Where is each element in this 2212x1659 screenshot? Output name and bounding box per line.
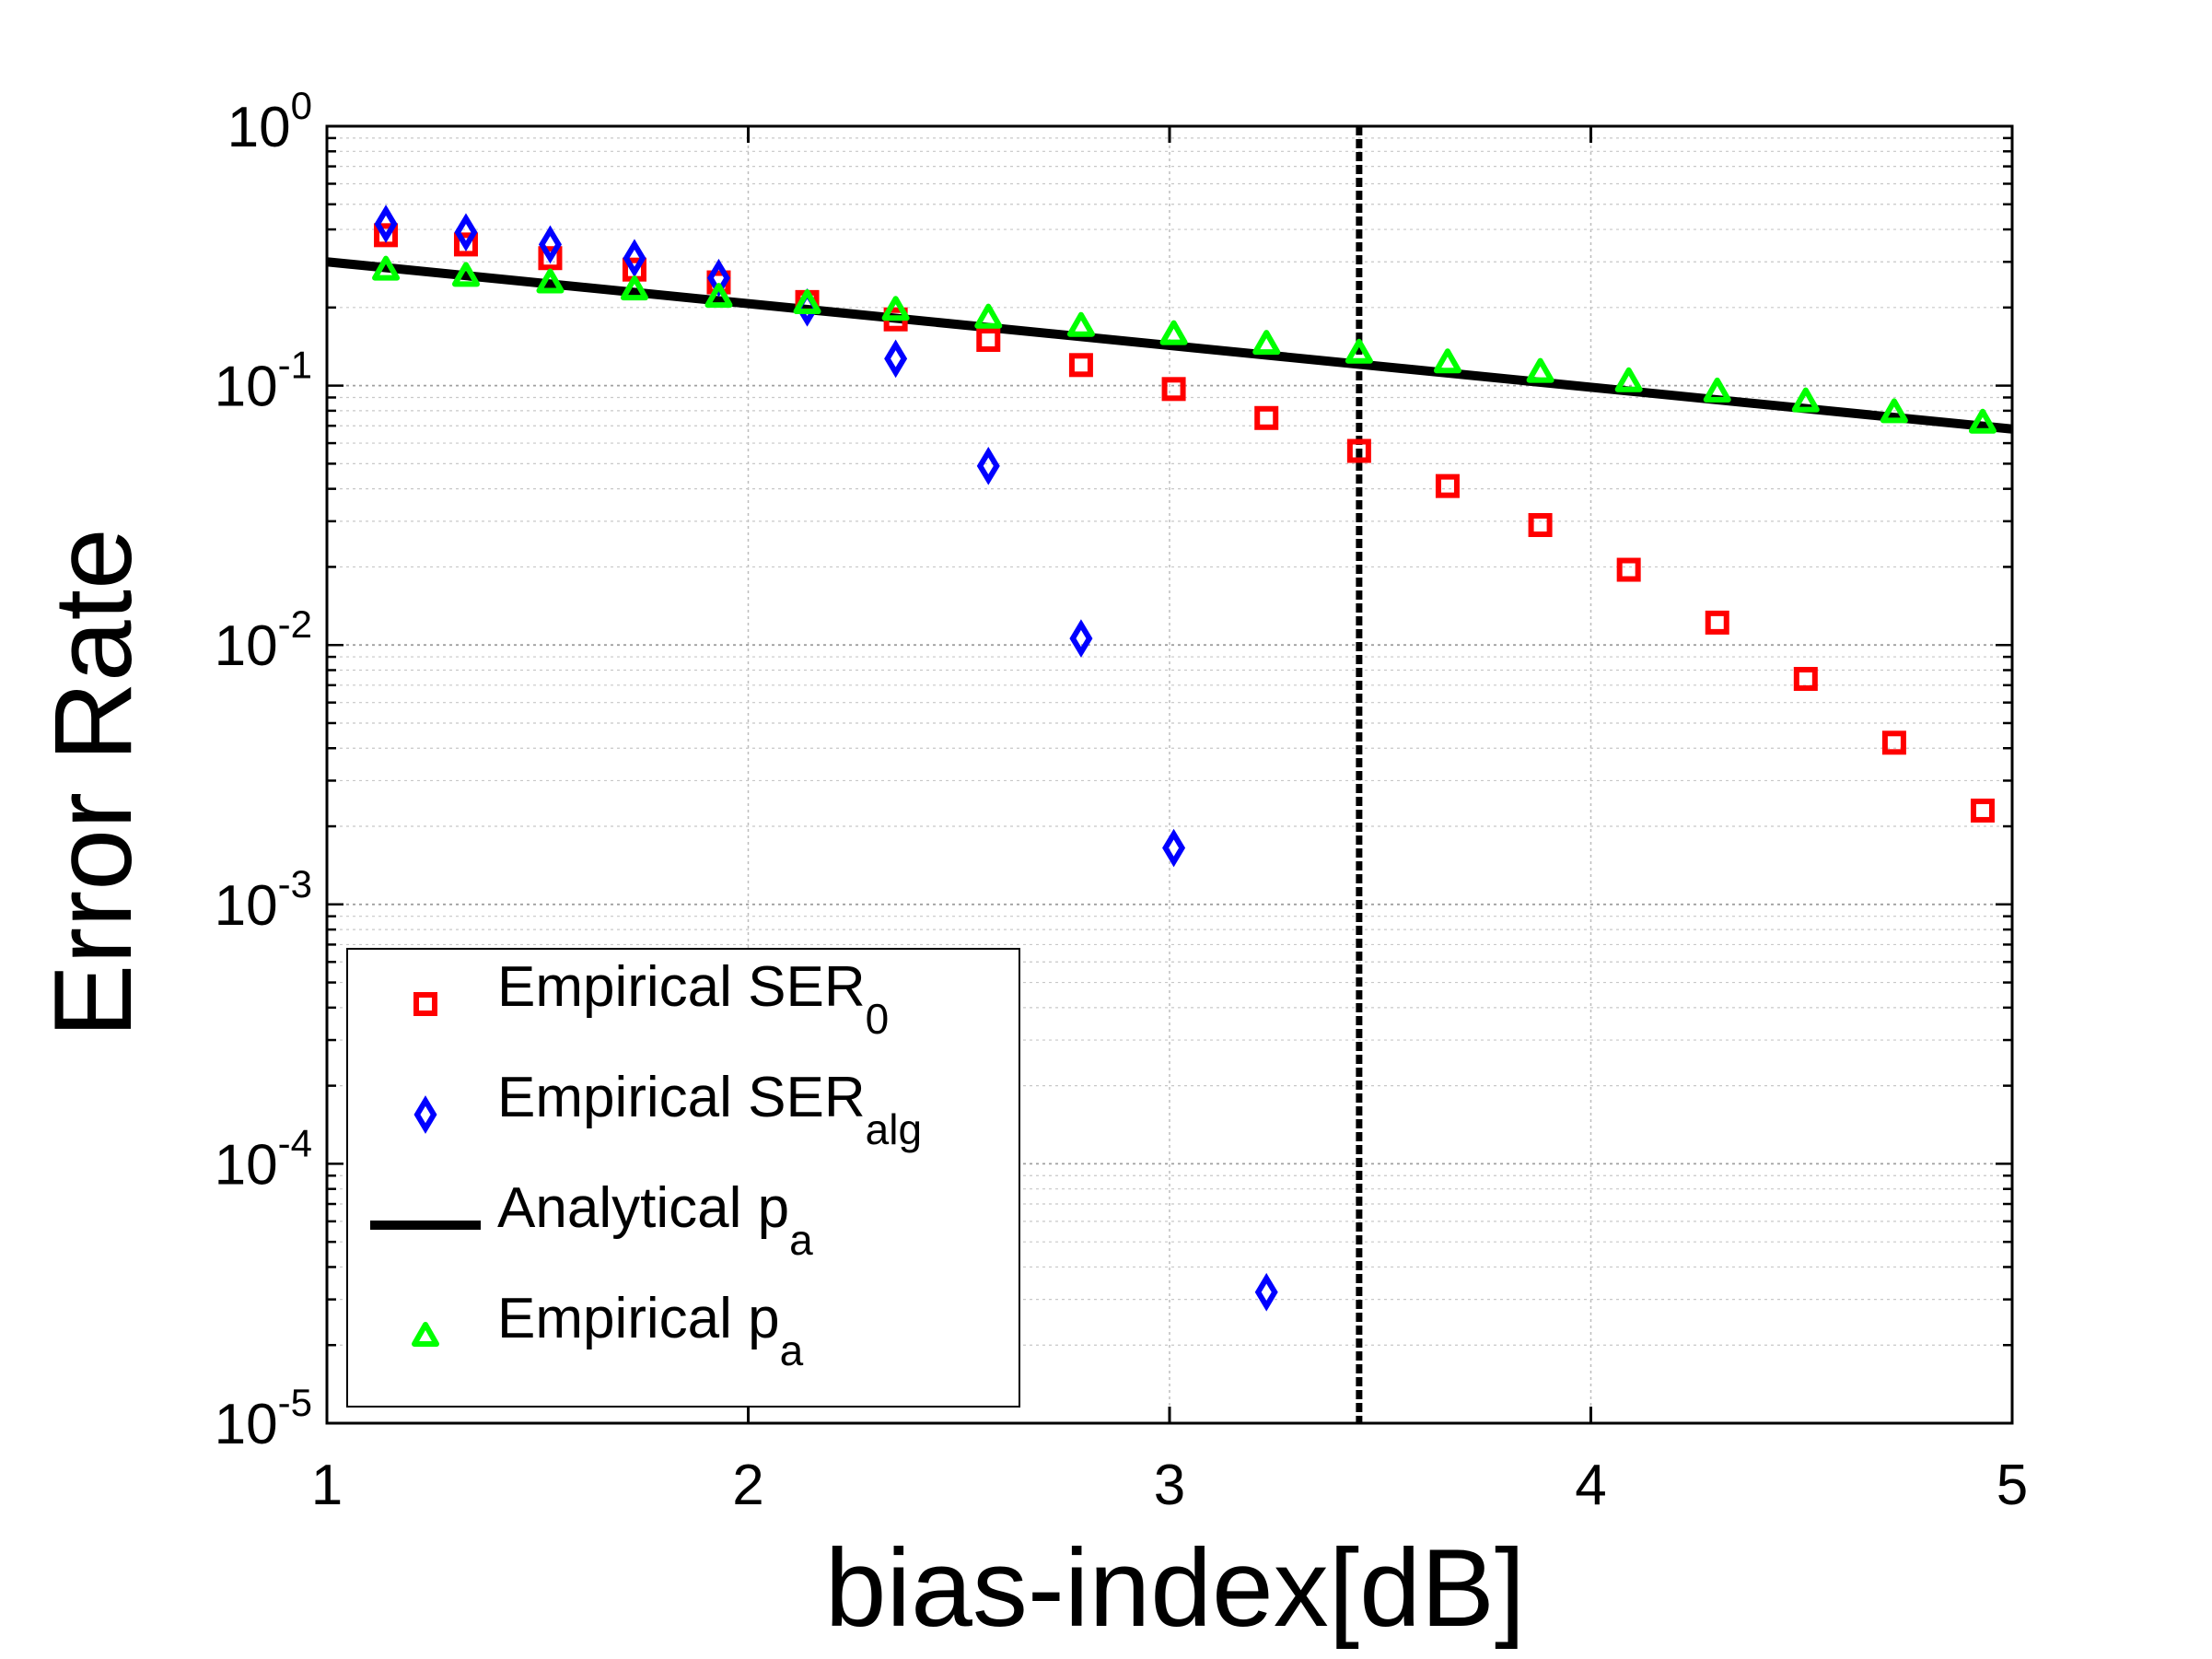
y-tick-base: 10 bbox=[215, 614, 278, 678]
y-tick-label: 100 bbox=[227, 84, 312, 159]
data-point bbox=[1162, 828, 1186, 868]
legend-label-name: Empirical p bbox=[497, 1287, 780, 1350]
data-point bbox=[1970, 798, 1995, 823]
legend-label-subscript: 0 bbox=[866, 995, 890, 1043]
data-point bbox=[1526, 357, 1554, 383]
x-tick-label: 1 bbox=[311, 1454, 343, 1517]
data-point bbox=[1346, 438, 1371, 463]
y-tick-exponent: -1 bbox=[278, 344, 312, 387]
x-tick-label: 5 bbox=[1997, 1454, 2028, 1517]
series-empirical-ser-0 bbox=[374, 223, 1995, 823]
legend-label-subscript: a bbox=[780, 1326, 804, 1374]
data-point bbox=[620, 275, 648, 301]
data-point bbox=[374, 223, 399, 248]
data-point bbox=[1159, 320, 1188, 345]
y-tick-label: 10-4 bbox=[215, 1121, 312, 1197]
y-tick-exponent: -2 bbox=[278, 602, 312, 646]
x-tick-label: 2 bbox=[732, 1454, 763, 1517]
y-tick-exponent: -5 bbox=[278, 1381, 312, 1424]
data-point bbox=[1433, 348, 1461, 374]
data-point bbox=[374, 204, 398, 243]
data-point bbox=[881, 296, 910, 321]
series-layer bbox=[326, 204, 2013, 1312]
data-point bbox=[1345, 338, 1373, 364]
legend-marker bbox=[413, 992, 437, 1016]
legend-marker bbox=[412, 1322, 439, 1347]
data-point bbox=[1161, 377, 1186, 402]
data-point bbox=[1703, 377, 1731, 403]
legend-label: Empirical SERalg bbox=[497, 1066, 922, 1153]
series-analytical-p-a bbox=[326, 257, 2013, 434]
y-tick-label: 10-3 bbox=[215, 862, 312, 938]
data-point bbox=[1705, 610, 1729, 635]
data-point bbox=[1881, 730, 1906, 755]
y-tick-label: 10-1 bbox=[215, 344, 312, 419]
legend-label-name: Empirical SER bbox=[497, 1066, 866, 1129]
data-point bbox=[704, 283, 733, 309]
legend-label-name: Empirical SER bbox=[497, 955, 866, 1019]
legend-label-subscript: a bbox=[789, 1216, 813, 1264]
y-tick-label: 10-2 bbox=[215, 602, 312, 678]
ticks bbox=[325, 124, 2014, 1425]
legend-label: Empirical SER0 bbox=[497, 955, 889, 1043]
data-point bbox=[976, 328, 1001, 353]
y-tick-base: 10 bbox=[215, 356, 278, 419]
data-point bbox=[623, 239, 646, 278]
data-point bbox=[372, 255, 401, 281]
legend-label-subscript: alg bbox=[866, 1105, 922, 1153]
y-tick-exponent: -4 bbox=[278, 1121, 312, 1164]
data-point bbox=[1791, 387, 1820, 413]
data-point bbox=[536, 268, 565, 294]
data-point bbox=[1254, 405, 1279, 430]
data-point bbox=[1528, 512, 1553, 537]
data-point bbox=[1793, 667, 1818, 692]
legend-label-name: Analytical p bbox=[497, 1176, 789, 1240]
data-point bbox=[706, 258, 730, 298]
data-point bbox=[1069, 619, 1093, 658]
data-point bbox=[538, 225, 562, 264]
data-point bbox=[1068, 353, 1093, 378]
legend-label: Empirical pa bbox=[497, 1287, 804, 1374]
y-tick-label: 10-5 bbox=[215, 1381, 312, 1456]
series-empirical-p-a bbox=[372, 255, 1997, 434]
data-point bbox=[538, 246, 563, 271]
data-point bbox=[1252, 330, 1281, 356]
y-tick-base: 10 bbox=[215, 874, 278, 938]
y-tick-exponent: 0 bbox=[291, 84, 312, 127]
legend-box bbox=[346, 948, 1020, 1408]
data-point bbox=[1254, 1272, 1278, 1312]
y-tick-exponent: -3 bbox=[278, 862, 312, 905]
data-point bbox=[451, 262, 480, 287]
data-point bbox=[1614, 367, 1643, 392]
x-tick-label: 4 bbox=[1575, 1454, 1606, 1517]
data-point bbox=[976, 447, 1000, 485]
x-axis-title: bias-index[dB] bbox=[825, 1526, 1525, 1650]
data-point bbox=[1968, 408, 1997, 434]
data-point bbox=[453, 232, 478, 257]
legend-label: Analytical pa bbox=[497, 1176, 813, 1264]
data-point bbox=[974, 303, 1003, 329]
data-point bbox=[1880, 398, 1908, 424]
data-point bbox=[1435, 473, 1460, 498]
legend-marker bbox=[413, 1095, 437, 1134]
y-tick-base: 10 bbox=[215, 1133, 278, 1197]
x-tick-label: 3 bbox=[1154, 1454, 1185, 1517]
y-tick-base: 10 bbox=[227, 96, 291, 159]
y-axis-title: Error Rate bbox=[31, 528, 155, 1037]
analytical-line bbox=[326, 257, 2013, 434]
y-tick-base: 10 bbox=[215, 1393, 278, 1456]
data-point bbox=[884, 339, 908, 379]
data-point bbox=[1616, 557, 1641, 582]
data-point bbox=[793, 289, 821, 315]
data-point bbox=[1066, 311, 1095, 337]
data-point bbox=[454, 213, 478, 251]
